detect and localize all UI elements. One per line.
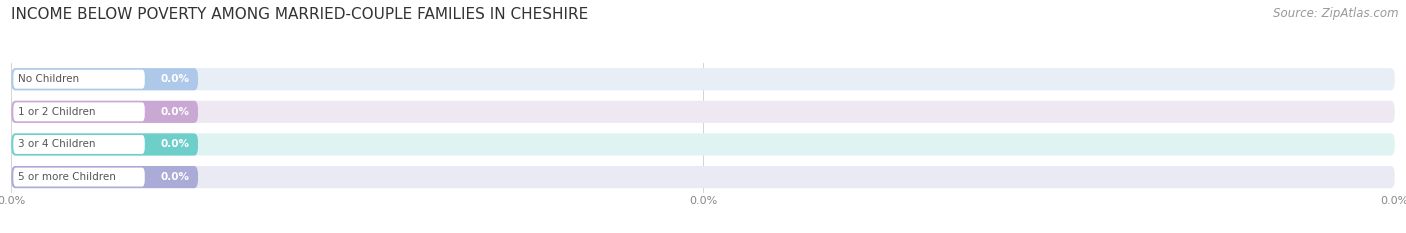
Text: 0.0%: 0.0%	[160, 107, 188, 117]
FancyBboxPatch shape	[11, 166, 1395, 188]
FancyBboxPatch shape	[13, 102, 145, 121]
Text: Source: ZipAtlas.com: Source: ZipAtlas.com	[1274, 7, 1399, 20]
FancyBboxPatch shape	[13, 135, 145, 154]
Text: No Children: No Children	[18, 74, 79, 84]
Text: 3 or 4 Children: 3 or 4 Children	[18, 140, 96, 149]
Text: INCOME BELOW POVERTY AMONG MARRIED-COUPLE FAMILIES IN CHESHIRE: INCOME BELOW POVERTY AMONG MARRIED-COUPL…	[11, 7, 589, 22]
FancyBboxPatch shape	[11, 68, 1395, 90]
FancyBboxPatch shape	[11, 68, 198, 90]
FancyBboxPatch shape	[11, 101, 198, 123]
FancyBboxPatch shape	[11, 166, 198, 188]
Text: 0.0%: 0.0%	[160, 140, 188, 149]
Text: 0.0%: 0.0%	[160, 74, 188, 84]
FancyBboxPatch shape	[13, 168, 145, 187]
Text: 5 or more Children: 5 or more Children	[18, 172, 117, 182]
Text: 1 or 2 Children: 1 or 2 Children	[18, 107, 96, 117]
FancyBboxPatch shape	[11, 133, 198, 156]
FancyBboxPatch shape	[11, 133, 1395, 156]
FancyBboxPatch shape	[13, 70, 145, 89]
Text: 0.0%: 0.0%	[160, 172, 188, 182]
FancyBboxPatch shape	[11, 101, 1395, 123]
